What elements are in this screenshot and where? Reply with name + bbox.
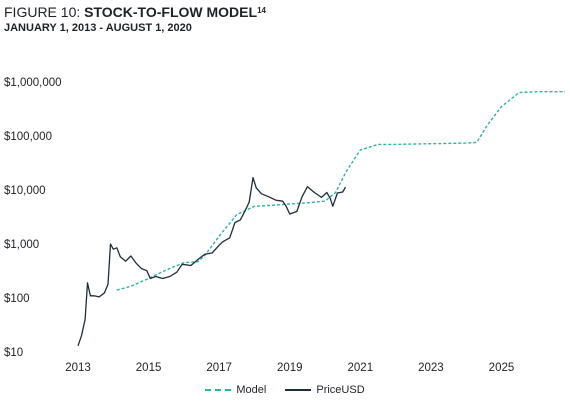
- legend: Model PriceUSD: [0, 382, 570, 396]
- y-axis: $10 $100 $1,000 $10,000 $100,000 $1,000,000: [4, 77, 62, 359]
- x-tick-label: 2015: [136, 362, 162, 374]
- legend-label-model: Model: [236, 384, 267, 396]
- x-tick-label: 2023: [418, 362, 444, 374]
- title-text: STOCK-TO-FLOW MODEL: [84, 4, 258, 20]
- figure-label: FIGURE 10:: [4, 4, 81, 20]
- chart-title: FIGURE 10: STOCK-TO-FLOW MODEL14: [4, 4, 266, 20]
- legend-item-model: Model: [205, 384, 266, 396]
- y-tick-label: $100,000: [4, 131, 52, 143]
- y-tick-label: $10,000: [4, 185, 46, 197]
- legend-label-price: PriceUSD: [316, 384, 365, 396]
- x-axis: 2013 2015 2017 2019 2021 2023 2025: [65, 362, 514, 374]
- x-tick-label: 2025: [489, 362, 515, 374]
- y-tick-label: $10: [4, 347, 23, 359]
- chart-subtitle: JANUARY 1, 2013 - AUGUST 1, 2020: [4, 22, 192, 34]
- y-tick-label: $1,000: [4, 239, 39, 251]
- series-line-model: [116, 90, 565, 291]
- x-tick-label: 2021: [348, 362, 374, 374]
- series-line-priceusd: [77, 176, 347, 347]
- title-footnote: 14: [257, 6, 266, 15]
- legend-item-price: PriceUSD: [285, 384, 365, 396]
- legend-swatch-model: [205, 389, 232, 391]
- y-tick-label: $1,000,000: [4, 77, 62, 89]
- x-tick-label: 2017: [206, 362, 232, 374]
- chart-plot: $10 $100 $1,000 $10,000 $100,000 $1,000,000 2…: [4, 77, 565, 374]
- x-tick-label: 2019: [277, 362, 303, 374]
- y-tick-label: $100: [4, 293, 30, 305]
- series-layer: [77, 90, 565, 347]
- x-tick-label: 2013: [65, 362, 91, 374]
- legend-swatch-price: [285, 389, 312, 391]
